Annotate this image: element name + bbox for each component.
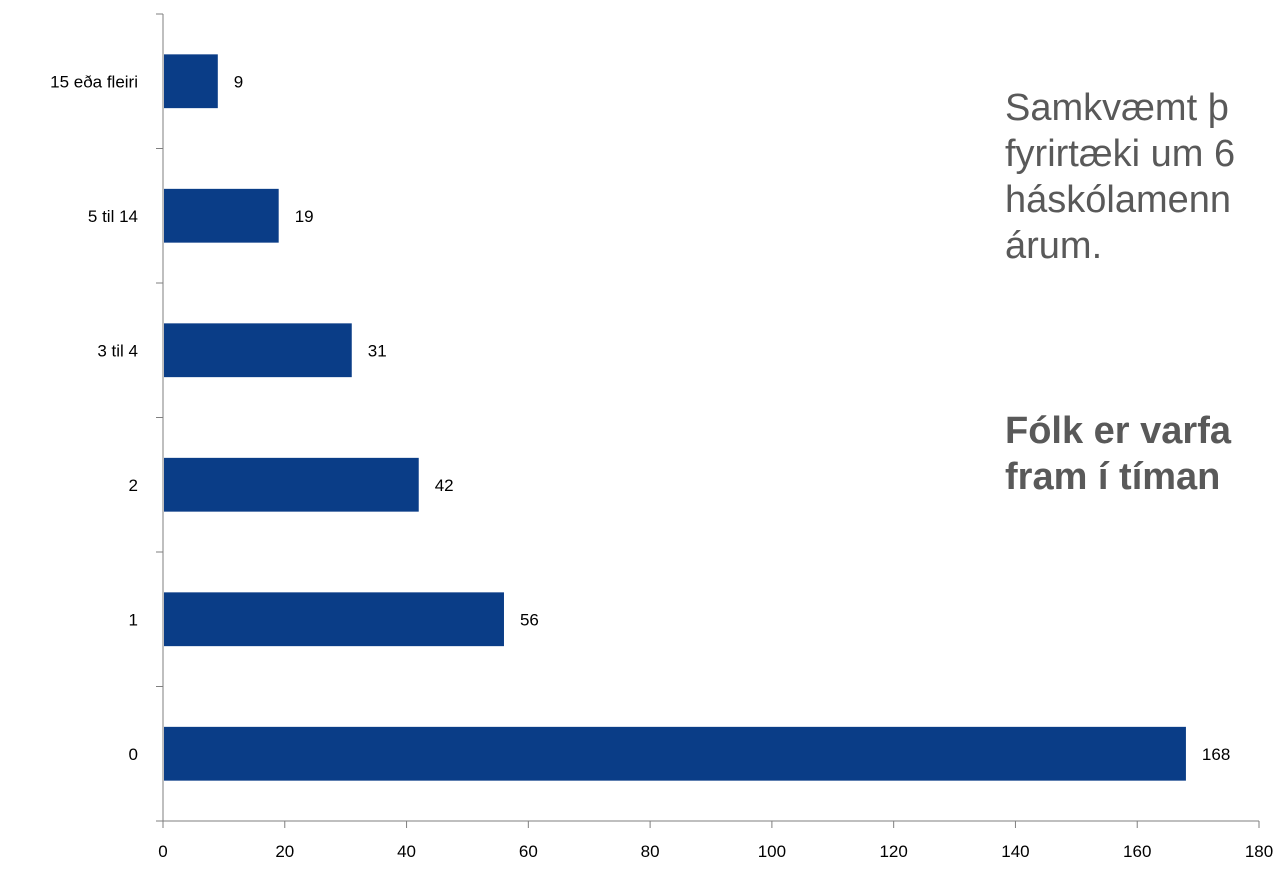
x-tick-label: 0 — [158, 842, 167, 861]
side-note-line: Samkvæmt þ — [1005, 87, 1229, 129]
x-tick-label: 100 — [758, 842, 786, 861]
x-tick-label: 60 — [519, 842, 538, 861]
y-axis: 15 eða fleiri 5 til 14 3 til 4 2 1 0 — [50, 13, 164, 822]
side-note-line: fyrirtæki um 6 — [1005, 133, 1236, 175]
y-tick-label: 0 — [129, 745, 138, 764]
side-emphasis-line: Fólk er varfa — [1005, 410, 1231, 452]
y-tick-label: 2 — [129, 476, 138, 495]
bar — [164, 726, 1186, 781]
y-tick-label: 15 eða fleiri — [50, 72, 138, 91]
side-emphasis-line: fram í tíman — [1005, 456, 1221, 498]
x-tick-label: 160 — [1123, 842, 1151, 861]
bar — [164, 188, 279, 243]
x-tick-label: 180 — [1245, 842, 1273, 861]
y-tick-label: 1 — [129, 610, 138, 629]
y-tick-label: 5 til 14 — [88, 207, 138, 226]
data-label: 168 — [1202, 745, 1230, 764]
data-label: 31 — [368, 341, 387, 360]
bar — [164, 54, 218, 109]
side-note-line: árum. — [1005, 225, 1103, 267]
x-tick-label: 120 — [879, 842, 907, 861]
data-label: 19 — [295, 207, 314, 226]
side-note-line: háskólamenn — [1005, 179, 1232, 221]
x-axis: 0 20 40 60 80 100 120 140 160 180 — [158, 820, 1273, 861]
data-label: 9 — [234, 72, 243, 91]
x-tick-label: 140 — [1001, 842, 1029, 861]
side-note-text: Samkvæmt þ fyrirtæki um 6 háskólamenn ár… — [1005, 85, 1281, 269]
bars — [164, 54, 1186, 781]
data-label: 42 — [435, 476, 454, 495]
bar — [164, 592, 504, 647]
x-tick-label: 80 — [641, 842, 660, 861]
bar — [164, 457, 419, 512]
data-label: 56 — [520, 610, 539, 629]
data-labels: 9 19 31 42 56 168 — [234, 72, 1231, 764]
x-tick-label: 20 — [275, 842, 294, 861]
x-tick-label: 40 — [397, 842, 416, 861]
side-emphasis-text: Fólk er varfa fram í tíman — [1005, 408, 1281, 500]
bar — [164, 323, 352, 378]
y-tick-label: 3 til 4 — [97, 341, 138, 360]
